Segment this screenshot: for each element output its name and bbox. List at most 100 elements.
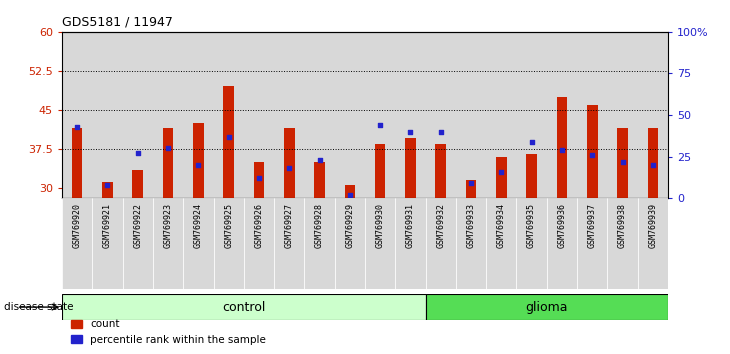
Bar (486, 32, 517, 198)
Point (526, 139, 537, 144)
Text: GSM769920: GSM769920 (73, 203, 82, 248)
Text: GSM769926: GSM769926 (255, 203, 264, 248)
Bar (456, 198, 486, 289)
Bar (193, 123, 204, 198)
Text: GSM769925: GSM769925 (224, 203, 233, 248)
Bar (426, 198, 456, 289)
Bar (223, 86, 234, 198)
Bar (284, 128, 295, 198)
Text: glioma: glioma (526, 301, 568, 314)
Bar (365, 32, 396, 198)
Text: GSM769932: GSM769932 (437, 203, 445, 248)
Point (132, 150, 144, 156)
Bar (72, 128, 82, 198)
Bar (335, 32, 365, 198)
Text: GSM769937: GSM769937 (588, 203, 596, 248)
Text: GSM769923: GSM769923 (164, 203, 172, 248)
Bar (587, 105, 598, 198)
Bar (244, 198, 274, 289)
Point (647, 162, 658, 168)
Bar (556, 97, 567, 198)
Text: GSM769924: GSM769924 (194, 203, 203, 248)
Bar (153, 198, 183, 289)
Point (556, 147, 568, 153)
Point (101, 182, 113, 188)
Bar (526, 154, 537, 198)
Bar (93, 198, 123, 289)
Text: GSM769933: GSM769933 (466, 203, 475, 248)
Point (72, 124, 83, 130)
Bar (466, 180, 477, 198)
Bar (153, 32, 183, 198)
Bar (486, 198, 517, 289)
Bar (62, 198, 93, 289)
Point (586, 152, 598, 158)
Text: control: control (222, 301, 266, 314)
Bar (547, 198, 577, 289)
Bar (62, 294, 426, 320)
Text: GSM769929: GSM769929 (345, 203, 354, 248)
Bar (365, 198, 396, 289)
Point (223, 134, 234, 139)
Bar (496, 156, 507, 198)
Bar (577, 198, 607, 289)
Text: GSM769939: GSM769939 (648, 203, 657, 248)
Bar (314, 162, 325, 198)
Bar (426, 294, 668, 320)
Bar (62, 32, 93, 198)
Point (344, 192, 356, 198)
Bar (214, 32, 244, 198)
Text: GSM769936: GSM769936 (558, 203, 566, 248)
Text: GSM769934: GSM769934 (497, 203, 506, 248)
Bar (183, 198, 214, 289)
Bar (396, 198, 426, 289)
Text: GSM769931: GSM769931 (406, 203, 415, 248)
Text: disease state: disease state (4, 302, 73, 312)
Point (496, 169, 507, 175)
Bar (577, 32, 607, 198)
Text: GSM769928: GSM769928 (315, 203, 324, 248)
Point (283, 165, 295, 171)
Bar (456, 32, 486, 198)
Bar (274, 198, 304, 289)
Bar (183, 32, 214, 198)
Bar (345, 185, 356, 198)
Bar (132, 170, 143, 198)
Bar (304, 198, 335, 289)
Bar (405, 138, 416, 198)
Point (435, 129, 447, 135)
Point (404, 129, 416, 135)
Bar (435, 144, 446, 198)
Bar (607, 198, 638, 289)
Bar (253, 162, 264, 198)
Bar (607, 32, 638, 198)
Legend: count, percentile rank within the sample: count, percentile rank within the sample (67, 315, 270, 349)
Text: GDS5181 / 11947: GDS5181 / 11947 (62, 16, 173, 29)
Text: GSM769922: GSM769922 (134, 203, 142, 248)
Bar (214, 198, 244, 289)
Text: GSM769921: GSM769921 (103, 203, 112, 248)
Bar (617, 128, 628, 198)
Point (617, 159, 629, 165)
Bar (648, 128, 658, 198)
Bar (638, 198, 668, 289)
Point (465, 181, 477, 186)
Bar (93, 32, 123, 198)
Bar (304, 32, 335, 198)
Bar (244, 32, 274, 198)
Point (314, 157, 326, 163)
Text: GSM769927: GSM769927 (285, 203, 293, 248)
Bar (163, 128, 174, 198)
Bar (123, 32, 153, 198)
Bar (274, 32, 304, 198)
Point (253, 176, 265, 181)
Text: GSM769938: GSM769938 (618, 203, 627, 248)
Bar (517, 32, 547, 198)
Point (193, 162, 204, 168)
Bar (335, 198, 365, 289)
Bar (102, 182, 113, 198)
Bar (547, 32, 577, 198)
Point (374, 122, 386, 128)
Bar (426, 32, 456, 198)
Point (162, 145, 174, 151)
